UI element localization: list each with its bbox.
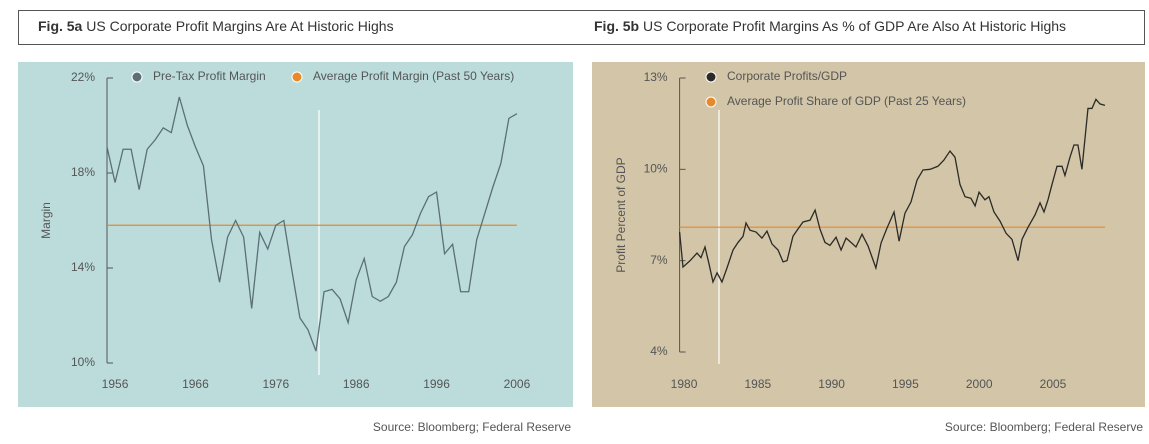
legend-marker [705,96,717,108]
data-line [106,96,518,352]
legend-marker [291,71,303,83]
figure-label: Fig. 5a [38,18,83,34]
legend-marker [131,71,143,83]
x-tick-label: 1986 [343,377,370,391]
legend-label: Corporate Profits/GDP [727,69,847,83]
x-tick-label: 1976 [262,377,289,391]
legend-marker [705,71,717,83]
title-text: US Corporate Profit Margins As % of GDP … [643,18,1066,34]
x-tick-label: 1980 [671,377,698,391]
x-tick-label: 1956 [102,377,129,391]
x-tick-label: 2006 [504,377,531,391]
y-tick-label: 10% [71,355,95,369]
x-tick-label: 1996 [423,377,450,391]
y-tick-label: 10% [644,162,668,176]
title-text: US Corporate Profit Margins Are At Histo… [86,18,393,34]
figure-label: Fig. 5b [594,18,639,34]
x-tick-label: 1966 [182,377,209,391]
y-tick-label: 7% [650,253,668,267]
data-line [678,98,1106,285]
legend-label: Average Profit Margin (Past 50 Years) [313,69,514,83]
header-box [18,10,1145,45]
chart-title: Fig. 5b US Corporate Profit Margins As %… [594,18,1066,34]
source: Source: Bloomberg; Federal Reserve [945,420,1143,434]
x-tick-label: 2005 [1040,377,1067,391]
plot-background [18,62,573,407]
chart-title: Fig. 5a US Corporate Profit Margins Are … [38,18,394,34]
plot-background [592,62,1145,407]
x-tick-label: 1985 [744,377,771,391]
y-axis-label: Margin [39,202,53,239]
source: Source: Bloomberg; Federal Reserve [373,420,571,434]
legend-label: Pre-Tax Profit Margin [153,69,266,83]
legend-label: Average Profit Share of GDP (Past 25 Yea… [727,94,966,108]
y-tick-label: 22% [71,70,95,84]
y-tick-label: 13% [644,70,668,84]
x-tick-label: 2000 [966,377,993,391]
x-tick-label: 1990 [818,377,845,391]
y-axis-label: Profit Percent of GDP [614,157,628,272]
y-tick-label: 14% [71,260,95,274]
y-tick-label: 18% [71,165,95,179]
x-tick-label: 1995 [892,377,919,391]
y-tick-label: 4% [650,344,668,358]
